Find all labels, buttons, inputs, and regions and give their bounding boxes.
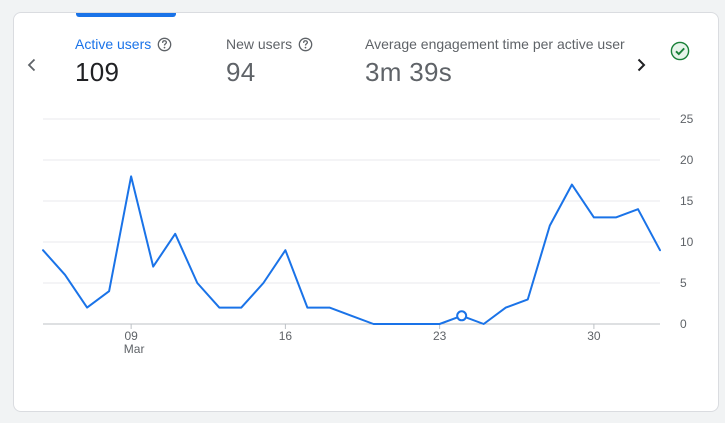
help-circle-icon[interactable] — [157, 37, 172, 52]
metric-label: Average engagement time per active user — [365, 36, 625, 52]
x-tick-label: 16 — [279, 329, 293, 343]
data-point — [482, 322, 486, 326]
data-point — [416, 322, 420, 326]
data-point — [658, 248, 662, 252]
data-point — [63, 273, 67, 277]
data-point — [261, 281, 265, 285]
data-point — [305, 306, 309, 310]
metric-value: 109 — [75, 57, 120, 87]
previous-metrics-button[interactable] — [20, 53, 44, 77]
data-point — [548, 224, 552, 228]
y-tick-label: 10 — [680, 235, 694, 249]
data-point — [217, 306, 221, 310]
series-line — [42, 175, 661, 325]
x-tick-label: 09 — [124, 329, 138, 343]
data-point — [350, 314, 354, 318]
check-circle-icon[interactable] — [670, 41, 690, 61]
data-point — [592, 215, 596, 219]
metric-average-engagement-time[interactable]: Average engagement time per active user … — [365, 35, 627, 88]
metric-label: Active users — [75, 36, 152, 52]
data-point — [195, 281, 199, 285]
active-tab-indicator — [76, 13, 176, 17]
metrics-card: Active users 109 New users 94 — [13, 12, 719, 412]
y-tick-label: 20 — [680, 153, 694, 167]
data-point — [394, 322, 398, 326]
data-point — [636, 207, 640, 211]
y-tick-label: 0 — [680, 317, 687, 331]
x-tick-label: 23 — [433, 329, 447, 343]
chevron-right-icon — [637, 58, 646, 72]
metric-new-users[interactable]: New users 94 — [226, 35, 313, 88]
data-point — [107, 289, 111, 293]
metric-value: 3m 39s — [365, 57, 453, 87]
y-tick-label: 5 — [680, 276, 687, 290]
x-tick-sublabel: Mar — [124, 342, 145, 356]
data-point — [85, 306, 89, 310]
next-metrics-button[interactable] — [629, 53, 653, 77]
data-point — [526, 297, 530, 301]
help-circle-icon[interactable] — [298, 37, 313, 52]
x-tick-label: 30 — [587, 329, 601, 343]
data-point — [283, 248, 287, 252]
data-point — [438, 322, 442, 326]
y-tick-label: 25 — [680, 112, 694, 126]
data-point — [504, 306, 508, 310]
data-point — [570, 183, 574, 187]
data-point — [327, 306, 331, 310]
data-point — [173, 232, 177, 236]
data-point — [372, 322, 376, 326]
metric-label: New users — [226, 36, 293, 52]
data-point — [614, 215, 618, 219]
highlighted-data-point — [456, 310, 468, 322]
chevron-left-icon — [27, 58, 36, 72]
y-tick-label: 15 — [680, 194, 694, 208]
metric-value: 94 — [226, 57, 256, 87]
data-point — [41, 248, 45, 252]
metric-active-users[interactable]: Active users 109 — [75, 35, 172, 88]
data-point — [239, 306, 243, 310]
data-point — [129, 174, 133, 178]
data-point — [151, 265, 155, 269]
